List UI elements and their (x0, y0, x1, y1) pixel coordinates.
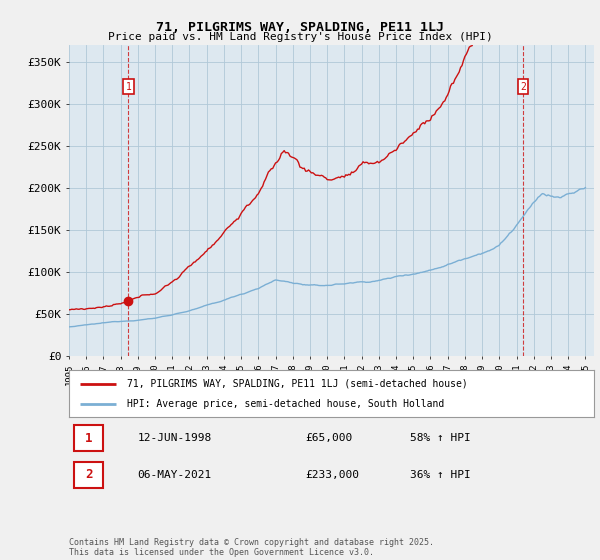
Text: HPI: Average price, semi-detached house, South Holland: HPI: Average price, semi-detached house,… (127, 399, 444, 409)
Text: 71, PILGRIMS WAY, SPALDING, PE11 1LJ (semi-detached house): 71, PILGRIMS WAY, SPALDING, PE11 1LJ (se… (127, 379, 467, 389)
Text: 58% ↑ HPI: 58% ↑ HPI (410, 433, 471, 443)
FancyBboxPatch shape (74, 461, 103, 488)
Text: £233,000: £233,000 (305, 470, 359, 479)
Text: £65,000: £65,000 (305, 433, 353, 443)
Text: Contains HM Land Registry data © Crown copyright and database right 2025.
This d: Contains HM Land Registry data © Crown c… (69, 538, 434, 557)
Text: 71, PILGRIMS WAY, SPALDING, PE11 1LJ: 71, PILGRIMS WAY, SPALDING, PE11 1LJ (156, 21, 444, 34)
Text: Price paid vs. HM Land Registry's House Price Index (HPI): Price paid vs. HM Land Registry's House … (107, 32, 493, 43)
Text: 2: 2 (85, 468, 93, 481)
Text: 1: 1 (85, 432, 93, 445)
Text: 36% ↑ HPI: 36% ↑ HPI (410, 470, 471, 479)
Text: 12-JUN-1998: 12-JUN-1998 (137, 433, 212, 443)
Text: 2: 2 (520, 82, 526, 92)
Text: 06-MAY-2021: 06-MAY-2021 (137, 470, 212, 479)
FancyBboxPatch shape (74, 425, 103, 451)
Text: 1: 1 (125, 82, 131, 92)
